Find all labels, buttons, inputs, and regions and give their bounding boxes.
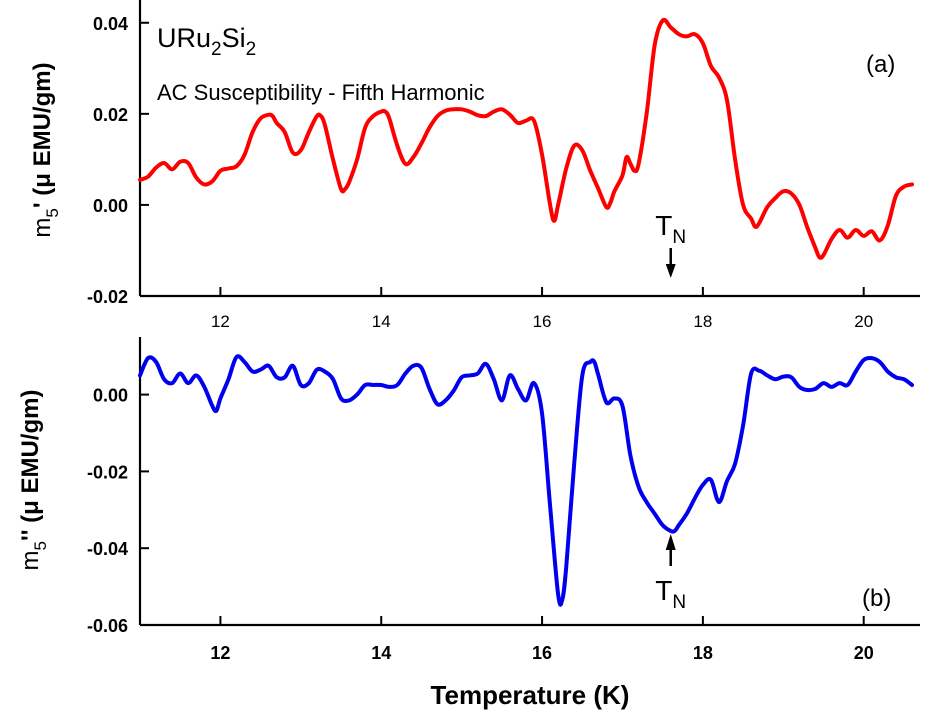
panel-a-y-tick-label: 0.00 xyxy=(93,196,128,216)
panel-a-y-tick-label: 0.02 xyxy=(93,105,128,125)
panel-b-x-tick-label: 16 xyxy=(532,643,552,663)
panel-b-y-axis-title: m5'' (μ EMU/gm) xyxy=(17,390,50,571)
panel-a-x-tick-label: 18 xyxy=(693,312,712,331)
panel-b-series-line xyxy=(138,354,914,607)
panel-b-x-tick-label: 12 xyxy=(210,643,230,663)
panel-a-y-tick-label: 0.04 xyxy=(93,14,128,34)
panel-a-y-axis-title: m5' (μ EMU/gm) xyxy=(29,62,62,237)
panel-b-y-tick-label: -0.02 xyxy=(87,462,128,482)
panel-a-x-tick-label: 12 xyxy=(211,312,230,331)
panel-b-label: (b) xyxy=(862,585,891,612)
panel-b-x-tick-label: 14 xyxy=(371,643,391,663)
panel-b-x-tick-label: 18 xyxy=(693,643,713,663)
down-arrow-icon xyxy=(665,264,676,278)
panel-b: 12 14 16 18 20 0.00 -0.02 -0.04 -0.06 (b) TN m5'… xyxy=(17,337,920,663)
panel-a-y-tick-label: -0.02 xyxy=(87,287,128,307)
tn-marker-a-label: TN xyxy=(655,210,686,248)
panel-a-ticks: 12 14 16 18 20 0.04 0.02 0.00 -0.02 xyxy=(87,14,873,331)
panel-b-x-tick-label: 20 xyxy=(854,643,874,663)
up-arrow-icon xyxy=(665,534,676,550)
chart-subtitle: AC Susceptibility - Fifth Harmonic xyxy=(157,80,485,105)
panel-a-frame xyxy=(140,0,920,296)
tn-marker-b: TN xyxy=(655,534,686,613)
panel-a-x-tick-label: 16 xyxy=(533,312,552,331)
panel-b-ticks: 12 14 16 18 20 0.00 -0.02 -0.04 -0.06 xyxy=(87,386,874,663)
tn-marker-b-label: TN xyxy=(655,575,686,613)
panel-a-label: (a) xyxy=(866,51,895,78)
tn-marker-a: TN xyxy=(655,210,686,278)
x-axis-title: Temperature (K) xyxy=(431,680,630,710)
panel-a-series-line xyxy=(138,17,914,260)
panel-a-x-tick-label: 20 xyxy=(854,312,873,331)
compound-label: URu2Si2 xyxy=(157,23,256,60)
panel-b-y-tick-label: 0.00 xyxy=(93,386,128,406)
panel-a-x-tick-label: 14 xyxy=(372,312,391,331)
panel-a: 12 14 16 18 20 0.04 0.02 0.00 -0.02 URu2Si2 AC S… xyxy=(29,0,920,331)
panel-b-y-tick-label: -0.06 xyxy=(87,616,128,636)
panel-b-y-tick-label: -0.04 xyxy=(87,539,128,559)
